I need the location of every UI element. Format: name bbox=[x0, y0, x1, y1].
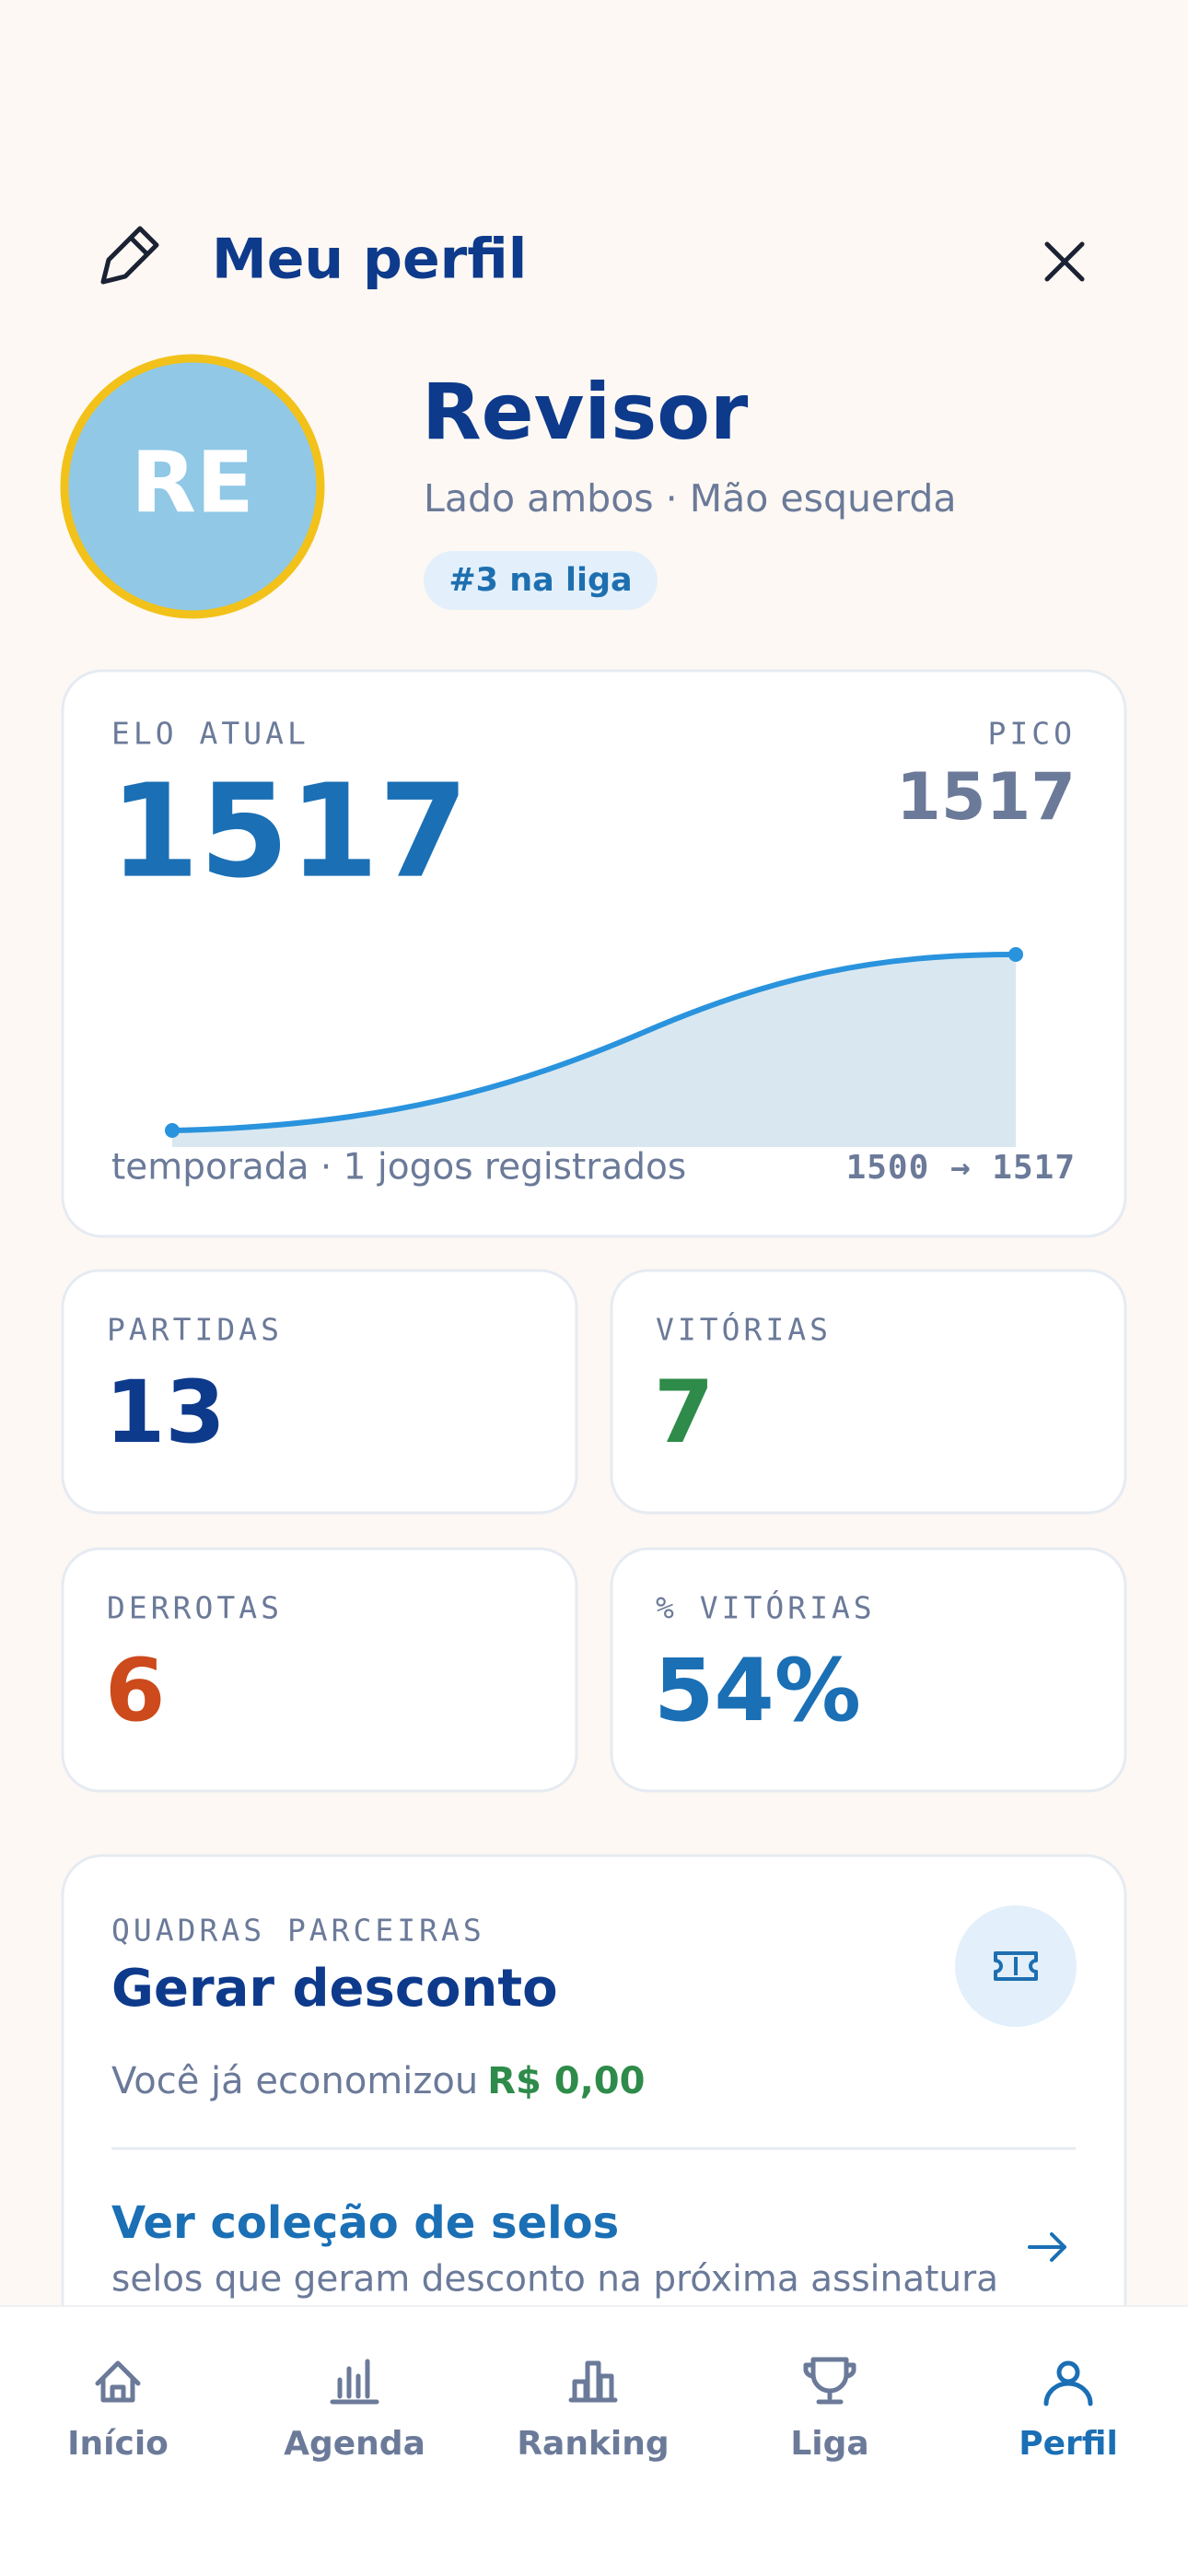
discount-button[interactable] bbox=[955, 1905, 1077, 2027]
nav-icon bbox=[1043, 2360, 1093, 2406]
avatar bbox=[60, 354, 325, 619]
nav-item[interactable]: Agenda bbox=[284, 2359, 425, 2463]
stat-card bbox=[61, 1269, 578, 1515]
stat-card bbox=[61, 1547, 578, 1793]
stat-label: VITÓRIAS bbox=[656, 1311, 832, 1348]
link-arrow bbox=[1028, 2232, 1066, 2262]
elo-start-dot bbox=[165, 1123, 180, 1138]
nav-item[interactable]: Liga bbox=[790, 2357, 869, 2463]
bottom-nav bbox=[0, 2306, 1188, 2576]
partners-label: QUADRAS PARCEIRAS bbox=[111, 1913, 485, 1949]
ticket-icon bbox=[994, 1951, 1038, 1981]
savings-text: Você já economizou bbox=[111, 2060, 478, 2102]
nav-item[interactable]: Perfil bbox=[1019, 2360, 1118, 2463]
rank-badge bbox=[424, 551, 658, 610]
elo-end-dot bbox=[1008, 947, 1023, 962]
peak-value: 1517 bbox=[896, 759, 1076, 835]
link-subtitle: selos que geram desconto na próxima assi… bbox=[111, 2259, 998, 2301]
nav-label: Perfil bbox=[1019, 2425, 1118, 2463]
stat-value: 13 bbox=[105, 1363, 226, 1463]
stat-label: DERROTAS bbox=[107, 1590, 283, 1626]
edit-button[interactable] bbox=[100, 226, 159, 285]
nav-icon bbox=[95, 2360, 141, 2403]
nav-item[interactable]: Início bbox=[67, 2360, 169, 2463]
stat-value: 54% bbox=[654, 1641, 861, 1741]
nav-icon bbox=[330, 2359, 379, 2405]
close-button[interactable] bbox=[1044, 241, 1085, 282]
savings-line: Você já economizou R$ 0,00 bbox=[111, 2060, 645, 2102]
nav-label: Liga bbox=[790, 2425, 868, 2463]
profile-subtitle: Lado ambos · Mão esquerda bbox=[424, 476, 956, 521]
profile-name: Revisor bbox=[422, 367, 749, 457]
elo-footer: temporada · 1 jogos registrados bbox=[111, 1147, 686, 1188]
nav-label: Início bbox=[67, 2425, 169, 2463]
elo-line bbox=[171, 952, 1017, 1133]
peak-label: PICO bbox=[988, 716, 1076, 752]
nav-label: Agenda bbox=[284, 2425, 425, 2463]
stat-label: PARTIDAS bbox=[107, 1312, 283, 1348]
page-title: Meu perfil bbox=[212, 228, 527, 292]
rank-text: #3 na liga bbox=[448, 562, 632, 599]
edit-icon bbox=[100, 226, 159, 285]
stat-card bbox=[610, 1269, 1127, 1515]
nav-label: Ranking bbox=[517, 2425, 669, 2463]
stamps-link[interactable]: Ver coleção de selos selos que geram des… bbox=[111, 2197, 1066, 2301]
partners-title: Gerar desconto bbox=[111, 1959, 558, 2019]
link-title: Ver coleção de selos bbox=[111, 2197, 619, 2249]
nav-icon bbox=[568, 2360, 618, 2403]
stat-card bbox=[610, 1547, 1127, 1793]
elo-area bbox=[172, 954, 1016, 1147]
elo-value: 1517 bbox=[110, 757, 469, 907]
close-icon bbox=[1044, 241, 1085, 282]
nav-item[interactable]: Ranking bbox=[517, 2360, 670, 2463]
nav-items: Início Agenda Ranking Liga Perfil bbox=[67, 2357, 1118, 2463]
savings-amount: R$ 0,00 bbox=[487, 2060, 645, 2102]
elo-range: 1500 → 1517 bbox=[846, 1149, 1076, 1187]
avatar-initials: RE bbox=[131, 433, 254, 532]
stat-label: % VITÓRIAS bbox=[656, 1589, 876, 1626]
stat-value: 6 bbox=[105, 1641, 165, 1741]
nav-icon bbox=[803, 2357, 856, 2405]
stat-value: 7 bbox=[654, 1363, 714, 1463]
stats-grid: PARTIDAS 13 VITÓRIAS 7 DERROTAS 6 % VITÓRIAS 54… bbox=[61, 1269, 1127, 1793]
elo-label: ELO ATUAL bbox=[111, 716, 309, 752]
